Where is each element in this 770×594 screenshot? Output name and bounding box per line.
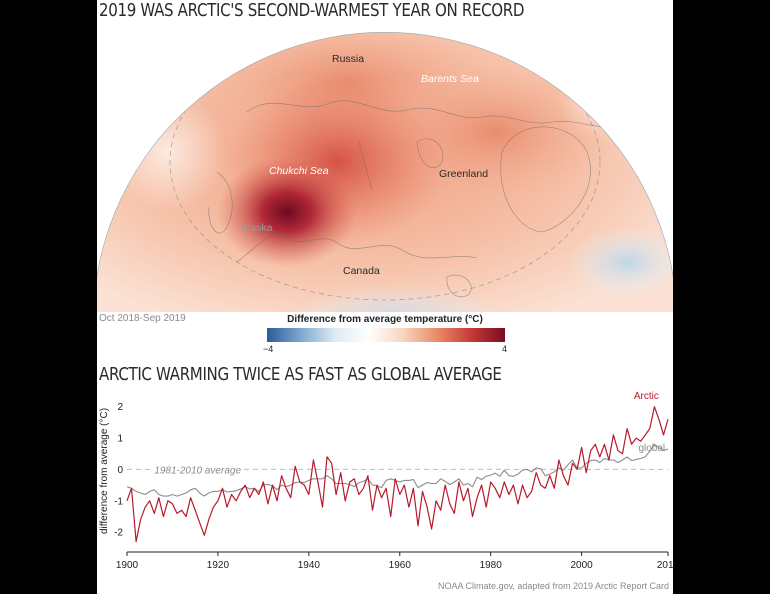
series-line-arctic [126, 406, 669, 543]
x-tick-label: 2019 [657, 560, 673, 571]
series-label-arctic: Arctic [634, 391, 659, 402]
map-svg: Russia Barents Sea Chukchi Sea Greenland… [97, 32, 673, 594]
infographic-panel: 2019 WAS ARCTIC'S SECOND-WARMEST YEAR ON… [97, 0, 673, 594]
y-axis-label: difference from average (°C) [99, 408, 110, 534]
y-tick-label: -1 [114, 496, 123, 507]
label-alaska: Alaska [241, 222, 273, 234]
legend-max-label: 4 [502, 344, 508, 354]
chart-title: ARCTIC WARMING TWICE AS FAST AS GLOBAL A… [99, 365, 502, 385]
globe [97, 32, 673, 594]
legend-title: Difference from average temperature (°C) [287, 314, 483, 325]
x-tick-label: 1900 [116, 560, 139, 571]
baseline-label: 1981-2010 average [154, 465, 241, 476]
x-tick-label: 1940 [298, 560, 321, 571]
y-tick-label: 2 [117, 402, 123, 413]
label-canada: Canada [343, 265, 380, 277]
temperature-line-chart: 2 1 0 -1 -2 1900 1920 1940 1960 1980 2000 2019 198… [97, 385, 673, 594]
credit-line: NOAA Climate.gov, adapted from 2019 Arct… [438, 581, 669, 591]
chart-svg: 2 1 0 -1 -2 1900 1920 1940 1960 1980 2000 2019 198… [99, 391, 673, 571]
map-title: 2019 WAS ARCTIC'S SECOND-WARMEST YEAR ON… [99, 1, 525, 21]
x-tick-label: 1960 [389, 560, 412, 571]
arctic-temperature-map: Russia Barents Sea Chukchi Sea Greenland… [97, 22, 673, 594]
legend-colorbar [267, 328, 505, 342]
label-barents-sea: Barents Sea [421, 73, 479, 85]
label-chukchi-sea: Chukchi Sea [269, 165, 329, 177]
series-label-global: global [638, 443, 665, 454]
y-tick-label: -2 [114, 528, 123, 539]
legend-min-label: −4 [263, 344, 274, 354]
x-tick-label: 1980 [480, 560, 503, 571]
label-russia: Russia [332, 53, 364, 65]
label-greenland: Greenland [439, 168, 488, 180]
y-tick-label: 1 [117, 434, 123, 445]
x-tick-label: 1920 [207, 560, 230, 571]
x-tick-label: 2000 [570, 560, 593, 571]
map-period: Oct 2018-Sep 2019 [99, 313, 186, 324]
y-tick-label: 0 [117, 465, 123, 476]
